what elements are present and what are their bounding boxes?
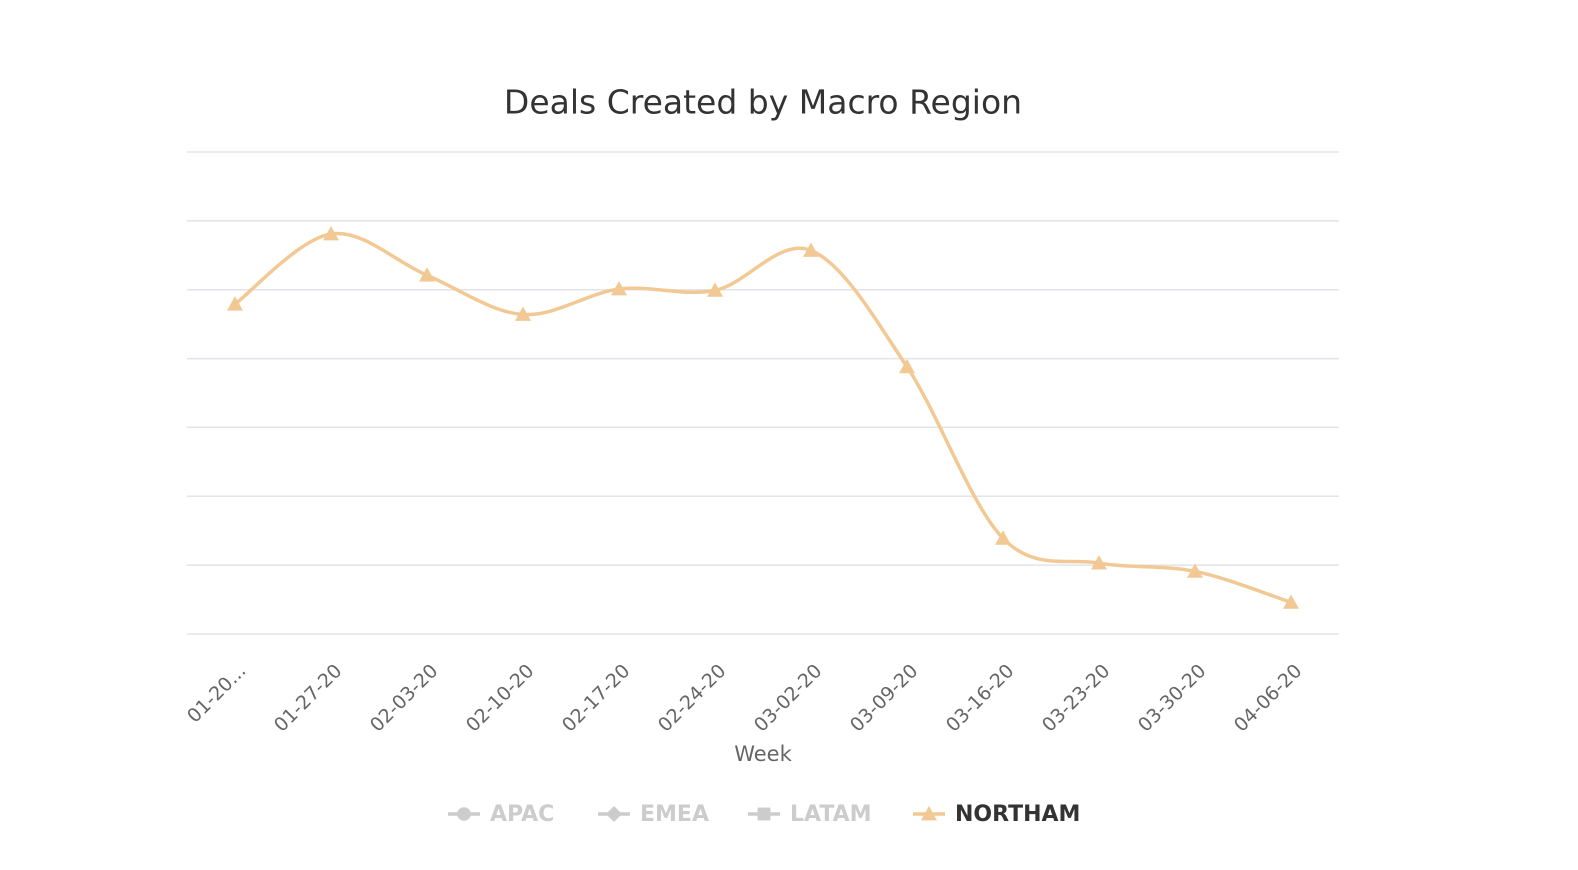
x-tick-label: 04-06-20 (1230, 660, 1307, 737)
marker (515, 306, 531, 321)
x-tick-label: 03-23-20 (1038, 660, 1115, 737)
x-tick-label: 01-27-20 (270, 660, 347, 737)
legend-item: EMEA (598, 802, 709, 827)
marker (803, 242, 819, 257)
legend-item: NORTHAM (913, 802, 1080, 827)
legend-label: APAC (490, 802, 554, 827)
x-tick-label: 03-16-20 (942, 660, 1019, 737)
x-tick-label: 03-09-20 (846, 660, 923, 737)
marker (227, 296, 243, 311)
marker (995, 530, 1011, 545)
x-tick-label: 02-17-20 (558, 660, 635, 737)
marker (757, 807, 771, 821)
legend-label: NORTHAM (955, 802, 1080, 827)
legend-item: APAC (448, 802, 554, 827)
x-tick-label: 02-24-20 (654, 660, 731, 737)
marker (606, 806, 622, 822)
chart-title: Deals Created by Macro Region (504, 83, 1022, 122)
legend-item: LATAM (748, 802, 872, 827)
x-tick-label: 01-20... (183, 660, 250, 727)
marker (1091, 555, 1107, 570)
x-tick-label: 03-30-20 (1134, 660, 1211, 737)
x-axis-title: Week (734, 742, 792, 766)
x-tick-label: 03-02-20 (750, 660, 827, 737)
marker (707, 282, 723, 297)
marker (419, 267, 435, 282)
marker (611, 281, 627, 296)
series-line (233, 231, 1292, 604)
marker (921, 806, 937, 821)
x-tick-label: 02-03-20 (366, 660, 443, 737)
marker (899, 358, 915, 374)
legend-label: LATAM (790, 802, 872, 827)
marker (323, 225, 339, 241)
legend-label: EMEA (640, 802, 709, 827)
x-tick-label: 02-10-20 (462, 660, 539, 737)
marker (1187, 563, 1203, 578)
marker (1283, 594, 1299, 609)
marker (457, 807, 471, 821)
